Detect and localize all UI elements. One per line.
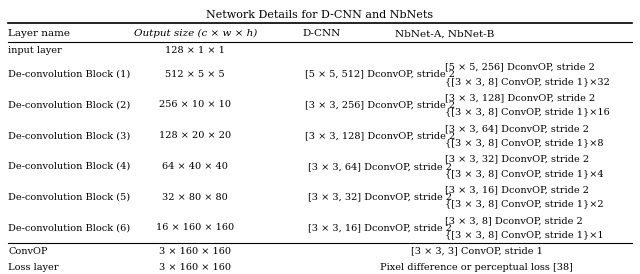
Text: De-convolution Block (1): De-convolution Block (1) [8,70,131,79]
Text: [3 × 3, 16] DconvOP, stride 2: [3 × 3, 16] DconvOP, stride 2 [445,185,589,195]
Text: NbNet-A, NbNet-B: NbNet-A, NbNet-B [395,29,495,38]
Text: De-convolution Block (5): De-convolution Block (5) [8,193,131,201]
Text: [3 × 3, 64] DconvOP, stride 2: [3 × 3, 64] DconvOP, stride 2 [445,124,589,133]
Text: 3 × 160 × 160: 3 × 160 × 160 [159,247,231,256]
Text: 128 × 20 × 20: 128 × 20 × 20 [159,131,231,140]
Text: [3 × 3, 256] DconvOP, stride 2: [3 × 3, 256] DconvOP, stride 2 [305,101,455,109]
Text: Output size (c × w × h): Output size (c × w × h) [134,29,257,38]
Text: De-convolution Block (6): De-convolution Block (6) [8,223,131,232]
Text: ConvOP: ConvOP [8,247,48,256]
Text: {[3 × 3, 8] ConvOP, stride 1}×16: {[3 × 3, 8] ConvOP, stride 1}×16 [445,107,609,116]
Text: 128 × 1 × 1: 128 × 1 × 1 [165,46,225,55]
Text: 32 × 80 × 80: 32 × 80 × 80 [163,193,228,201]
Text: [5 × 5, 256] DconvOP, stride 2: [5 × 5, 256] DconvOP, stride 2 [445,63,595,72]
Text: {[3 × 3, 8] ConvOP, stride 1}×4: {[3 × 3, 8] ConvOP, stride 1}×4 [445,169,604,178]
Text: Network Details for D-CNN and NbNets: Network Details for D-CNN and NbNets [207,10,433,19]
Text: Layer name: Layer name [8,29,70,38]
Text: 16 × 160 × 160: 16 × 160 × 160 [156,223,234,232]
Text: [3 × 3, 128] DconvOP, stride 2: [3 × 3, 128] DconvOP, stride 2 [305,131,455,140]
Text: 512 × 5 × 5: 512 × 5 × 5 [165,70,225,79]
Text: [3 × 3, 32] DconvOP, stride 2: [3 × 3, 32] DconvOP, stride 2 [308,193,452,201]
Text: Loss layer: Loss layer [8,263,59,272]
Text: [3 × 3, 16] DconvOP, stride 2: [3 × 3, 16] DconvOP, stride 2 [308,223,452,232]
Text: [3 × 3, 64] DconvOP, stride 2: [3 × 3, 64] DconvOP, stride 2 [308,162,452,171]
Text: De-convolution Block (4): De-convolution Block (4) [8,162,131,171]
Text: 64 × 40 × 40: 64 × 40 × 40 [163,162,228,171]
Text: input layer: input layer [8,46,62,55]
Text: {[3 × 3, 8] ConvOP, stride 1}×1: {[3 × 3, 8] ConvOP, stride 1}×1 [445,230,604,239]
Text: [5 × 5, 512] DconvOP, stride 2: [5 × 5, 512] DconvOP, stride 2 [305,70,455,79]
Text: {[3 × 3, 8] ConvOP, stride 1}×8: {[3 × 3, 8] ConvOP, stride 1}×8 [445,138,604,147]
Text: 256 × 10 × 10: 256 × 10 × 10 [159,101,231,109]
Text: [3 × 3, 8] DconvOP, stride 2: [3 × 3, 8] DconvOP, stride 2 [445,216,582,225]
Text: De-convolution Block (2): De-convolution Block (2) [8,101,131,109]
Text: {[3 × 3, 8] ConvOP, stride 1}×32: {[3 × 3, 8] ConvOP, stride 1}×32 [445,77,610,86]
Text: [3 × 3, 3] ConvOP, stride 1: [3 × 3, 3] ConvOP, stride 1 [411,247,543,256]
Text: 3 × 160 × 160: 3 × 160 × 160 [159,263,231,272]
Text: Pixel difference or perceptual loss [38]: Pixel difference or perceptual loss [38] [380,263,573,272]
Text: De-convolution Block (3): De-convolution Block (3) [8,131,131,140]
Text: [3 × 3, 32] DconvOP, stride 2: [3 × 3, 32] DconvOP, stride 2 [445,155,589,164]
Text: {[3 × 3, 8] ConvOP, stride 1}×2: {[3 × 3, 8] ConvOP, stride 1}×2 [445,199,604,209]
Text: D-CNN: D-CNN [303,29,341,38]
Text: [3 × 3, 128] DconvOP, stride 2: [3 × 3, 128] DconvOP, stride 2 [445,93,595,102]
